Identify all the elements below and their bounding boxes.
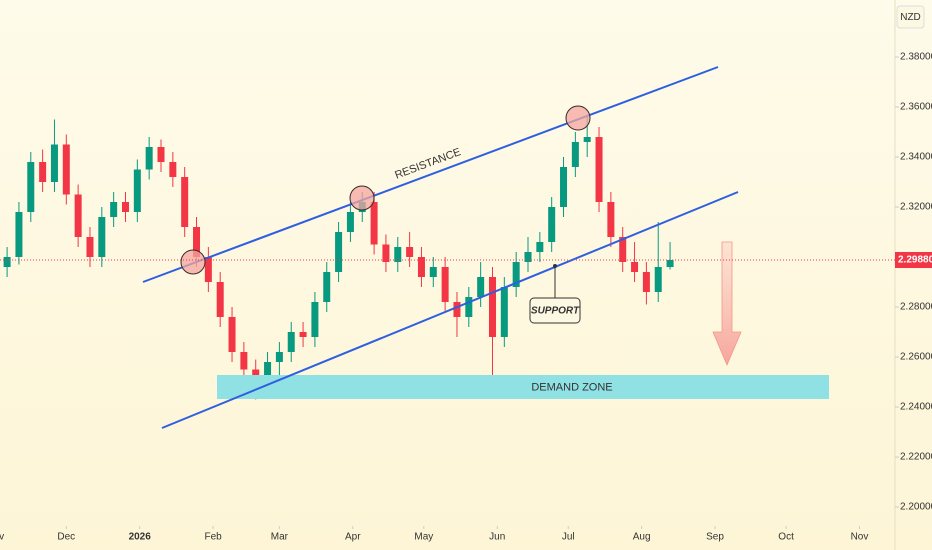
resistance-line [142,66,719,283]
y-tick-label: 2.20000 [900,502,932,513]
candle-body [453,302,461,317]
candle-body [560,167,568,207]
x-tick-label: Sep [706,532,724,543]
candle-body [193,227,201,257]
candle-body [666,260,674,267]
candle-body [133,169,141,212]
candle-body [346,212,354,232]
candle-body [465,297,473,317]
y-tick-label: 2.28000 [900,302,932,313]
candle-body [311,302,319,337]
candle-body [27,162,35,212]
candle-body [86,237,94,257]
candle-body [619,237,627,262]
last-price-label: 2.29880 [898,255,932,266]
touch-circle [565,105,591,131]
candle-body [488,277,496,337]
touch-circle [349,185,375,211]
candle-body [335,232,343,272]
candle-body [3,257,11,267]
candle-body [571,142,579,167]
candle-body [417,257,425,277]
y-tick-label: 2.38000 [900,52,932,63]
candle-body [512,262,520,287]
candle-body [50,144,58,182]
last-price-tag [895,252,932,268]
candle-body [98,217,106,257]
x-tick-label: Jul [562,532,575,543]
candle-body [62,144,70,195]
demand-zone-label: DEMAND ZONE [531,381,612,393]
demand-zone [217,375,829,399]
candle-body [394,247,402,262]
y-tick-label: 2.24000 [900,402,932,413]
x-tick-label: May [414,532,433,543]
candle-body [441,267,449,302]
candle-body [429,267,437,277]
y-tick-label: 2.36000 [900,102,932,113]
candle-body [264,362,272,382]
candle-body [181,177,189,227]
candles [3,117,674,400]
currency-label: NZD [900,12,921,23]
support-line [161,191,739,429]
x-tick-label: Nov [851,532,869,543]
candle-body [406,247,414,257]
currency-box [896,5,925,29]
candle-body [370,202,378,245]
support-dot [553,264,557,268]
y-tick-label: 2.32000 [900,202,932,213]
candle-body [110,202,118,217]
x-tick-label: Oct [778,532,794,543]
candle-body [275,352,283,362]
x-tick-label: Nov [0,532,4,543]
down-arrow [712,241,742,367]
candle-body [548,207,556,242]
candle-body [121,202,129,212]
candle-body [500,287,508,337]
candle-body [15,212,23,257]
x-tick-label: Aug [633,532,651,543]
candle-body [287,332,295,352]
y-tick-label: 2.34000 [900,152,932,163]
x-tick-label: Feb [204,532,222,543]
candle-body [583,137,591,142]
candle-body [145,147,153,170]
candle-body [299,332,307,337]
candle-body [524,252,532,262]
y-tick-label: 2.22000 [900,452,932,463]
support-label: SUPPORT [531,306,580,317]
y-tick-label: 2.26000 [900,352,932,363]
candle-body [228,317,236,352]
x-tick-label: Dec [57,532,75,543]
candle-body [382,244,390,262]
candle-body [204,257,212,282]
x-tick-label: Apr [345,532,361,543]
touch-circle [180,249,206,275]
candle-body [631,262,639,272]
x-tick-label: Mar [271,532,289,543]
candle-body [654,267,662,292]
candle-body [39,162,47,182]
support-box [529,297,581,324]
candle-body [477,277,485,297]
candle-body [642,272,650,292]
candle-body [323,272,331,302]
candle-body [216,282,224,317]
candle-body [536,242,544,252]
x-tick-label: Jun [489,532,505,543]
candle-body [157,147,165,162]
candle-body [240,352,248,370]
candle-body [74,194,82,237]
candle-body [607,202,615,237]
candle-body [595,137,603,202]
x-tick-label: 2026 [129,532,152,543]
candle-body [169,162,177,177]
